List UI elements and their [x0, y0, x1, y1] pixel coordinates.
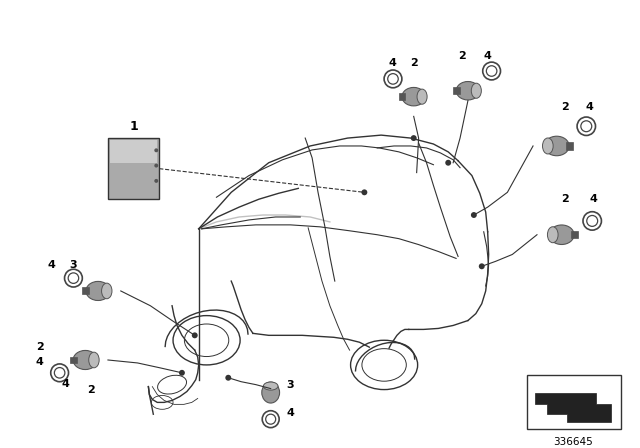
Text: 4: 4	[36, 357, 44, 367]
Text: 2: 2	[561, 103, 568, 112]
Ellipse shape	[549, 225, 574, 245]
Ellipse shape	[456, 82, 479, 100]
Text: 4: 4	[287, 408, 294, 418]
Text: 2: 2	[458, 51, 466, 61]
Text: 3: 3	[287, 379, 294, 390]
Circle shape	[154, 179, 158, 183]
Bar	[399, 93, 405, 100]
Ellipse shape	[388, 73, 398, 84]
Circle shape	[411, 135, 417, 141]
Bar	[108, 138, 159, 199]
Circle shape	[445, 160, 451, 166]
Ellipse shape	[543, 138, 553, 154]
Text: 336645: 336645	[554, 437, 593, 447]
Bar	[83, 288, 90, 294]
Ellipse shape	[402, 87, 426, 106]
Text: 4: 4	[388, 58, 396, 68]
Circle shape	[471, 212, 477, 218]
Bar	[527, 375, 621, 429]
Text: 4: 4	[586, 103, 593, 112]
Text: 1: 1	[129, 120, 138, 133]
Text: 4: 4	[589, 194, 597, 204]
Ellipse shape	[587, 215, 598, 226]
Text: 2: 2	[410, 58, 417, 68]
Text: 2: 2	[561, 194, 568, 204]
Polygon shape	[535, 392, 611, 422]
Bar	[110, 140, 157, 163]
Ellipse shape	[417, 89, 427, 104]
Ellipse shape	[102, 283, 112, 299]
Ellipse shape	[471, 83, 481, 98]
Ellipse shape	[262, 382, 280, 403]
Text: 4: 4	[48, 260, 56, 270]
Ellipse shape	[68, 273, 79, 284]
Ellipse shape	[73, 350, 97, 370]
Ellipse shape	[264, 382, 278, 390]
Ellipse shape	[486, 66, 497, 76]
Bar	[570, 231, 578, 238]
Ellipse shape	[86, 281, 110, 301]
Ellipse shape	[54, 367, 65, 378]
Circle shape	[154, 148, 158, 152]
Text: 4: 4	[61, 379, 70, 388]
Ellipse shape	[581, 121, 592, 132]
Text: 2: 2	[87, 384, 95, 395]
Ellipse shape	[89, 352, 99, 368]
Bar	[566, 142, 573, 150]
Text: 2: 2	[36, 342, 44, 352]
Circle shape	[192, 332, 198, 338]
Text: 4: 4	[484, 51, 492, 61]
Ellipse shape	[544, 136, 569, 156]
Bar	[70, 357, 77, 363]
Bar	[453, 87, 460, 94]
Circle shape	[225, 375, 231, 381]
Circle shape	[362, 190, 367, 195]
Circle shape	[479, 263, 484, 269]
Ellipse shape	[266, 414, 276, 424]
Ellipse shape	[547, 227, 558, 243]
Circle shape	[154, 164, 158, 168]
Text: 3: 3	[70, 260, 77, 270]
Circle shape	[179, 370, 185, 376]
